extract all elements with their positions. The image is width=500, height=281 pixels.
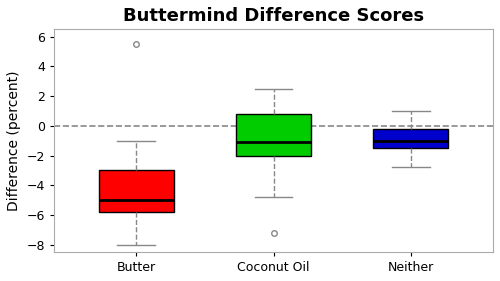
PathPatch shape [236, 114, 312, 155]
PathPatch shape [98, 170, 174, 212]
Title: Buttermind Difference Scores: Buttermind Difference Scores [123, 7, 424, 25]
Y-axis label: Difference (percent): Difference (percent) [7, 71, 21, 211]
PathPatch shape [373, 129, 448, 148]
